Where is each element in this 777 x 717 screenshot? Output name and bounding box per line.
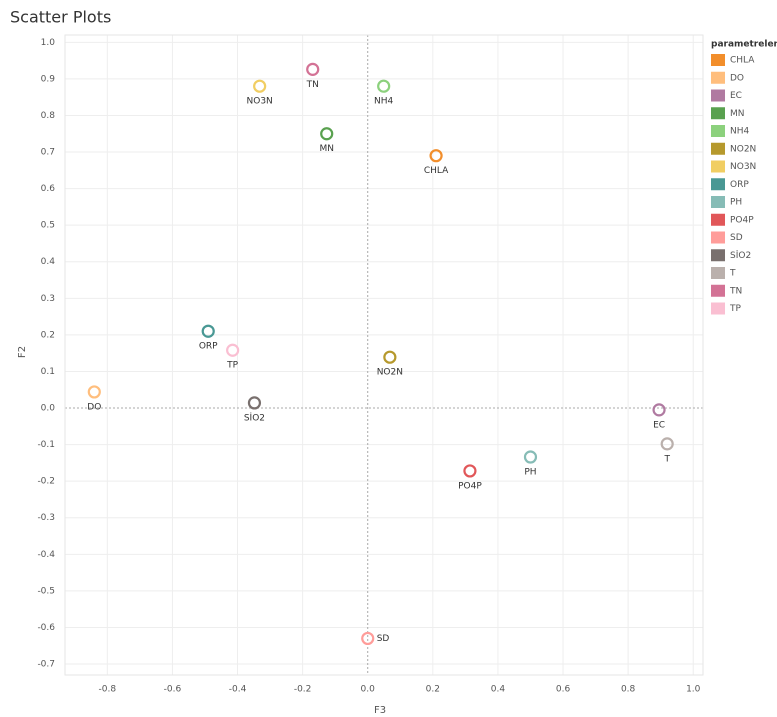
legend-label: MN — [730, 109, 745, 119]
y-tick-label: 0.3 — [41, 294, 55, 304]
y-tick-label: 0.9 — [41, 74, 56, 84]
x-tick-label: -0.4 — [229, 685, 247, 695]
point-label: MN — [319, 144, 334, 154]
y-tick-label: 0.6 — [41, 184, 56, 194]
point — [306, 62, 320, 76]
legend-swatch — [711, 71, 725, 84]
legend-label: NO3N — [730, 162, 756, 172]
x-tick-label: 0.2 — [426, 685, 440, 695]
legend-label: PO4P — [730, 215, 754, 225]
x-tick-label: -0.8 — [99, 685, 117, 695]
chart-title: Scatter Plots — [10, 8, 111, 27]
point — [383, 350, 397, 364]
legend-label: CHLA — [730, 56, 755, 66]
point-label: T — [663, 454, 670, 464]
point-label: NH4 — [374, 97, 394, 107]
y-tick-label: 0.5 — [41, 221, 55, 231]
y-tick-label: -0.4 — [37, 550, 55, 560]
legend-swatch — [711, 178, 725, 191]
x-tick-label: 0.4 — [491, 685, 506, 695]
point-label: TP — [226, 361, 238, 371]
point — [463, 464, 477, 478]
y-tick-label: -0.1 — [37, 440, 55, 450]
point-label: NO2N — [377, 368, 403, 378]
legend-label: TN — [729, 286, 742, 296]
point — [201, 324, 215, 338]
legend-title: parametreler — [711, 40, 777, 50]
point — [247, 396, 262, 410]
y-tick-label: -0.2 — [37, 477, 55, 487]
y-tick-label: 1.0 — [41, 38, 56, 48]
point-label: NO3N — [247, 97, 273, 107]
legend-label: NH4 — [730, 127, 750, 137]
point-label: PO4P — [458, 481, 482, 491]
legend-swatch — [711, 213, 725, 226]
legend-label: NO2N — [730, 144, 756, 154]
x-axis-title: F3 — [374, 705, 386, 716]
point — [361, 631, 375, 646]
point — [87, 385, 101, 399]
y-tick-label: 0.1 — [41, 367, 55, 377]
y-tick-label: -0.5 — [37, 586, 55, 596]
legend-swatch — [711, 267, 725, 279]
legend-label: ORP — [730, 180, 749, 190]
legend-swatch — [711, 89, 725, 102]
y-tick-label: -0.3 — [37, 513, 55, 523]
point — [652, 403, 666, 417]
legend-label: T — [729, 269, 736, 279]
y-tick-label: 0.4 — [41, 257, 56, 267]
legend-swatch — [711, 142, 725, 155]
point — [523, 450, 538, 464]
point — [253, 79, 267, 93]
y-tick-label: 0.8 — [41, 111, 56, 121]
point-label: PH — [524, 468, 536, 478]
plot-frame — [64, 34, 704, 676]
legend-swatch — [711, 231, 725, 244]
legend-swatch — [711, 284, 725, 297]
point-label: ORP — [199, 342, 218, 352]
point — [660, 437, 674, 451]
legend-swatch — [711, 302, 725, 315]
legend-swatch — [711, 160, 725, 173]
legend-label: EC — [730, 91, 742, 101]
point-label: SD — [377, 634, 390, 644]
x-tick-label: 1.0 — [686, 685, 701, 695]
y-axis-title: F2 — [17, 346, 28, 358]
point-label: SİO2 — [244, 412, 265, 423]
x-tick-label: 0.6 — [556, 685, 571, 695]
y-tick-label: 0.0 — [41, 404, 56, 414]
x-tick-label: 0.0 — [361, 685, 376, 695]
legend-swatch — [711, 196, 725, 208]
point-label: TN — [306, 80, 319, 90]
x-tick-label: -0.6 — [164, 685, 182, 695]
point-label: CHLA — [424, 166, 449, 176]
point — [226, 343, 240, 357]
legend-swatch — [711, 125, 725, 137]
y-tick-label: 0.7 — [41, 148, 55, 158]
x-tick-label: 0.8 — [621, 685, 636, 695]
legend-label: TP — [729, 304, 741, 314]
y-tick-label: -0.6 — [37, 623, 55, 633]
legend-label: SİO2 — [730, 250, 751, 261]
x-tick-label: -0.2 — [294, 685, 312, 695]
legend-label: SD — [730, 233, 743, 243]
legend-label: DO — [730, 73, 744, 83]
point-label: EC — [653, 420, 665, 430]
legend-swatch — [711, 54, 725, 66]
legend-swatch — [711, 249, 725, 262]
point — [320, 127, 334, 141]
point — [429, 149, 443, 163]
legend-swatch — [711, 107, 725, 120]
point — [377, 79, 391, 93]
legend-label: PH — [730, 198, 742, 208]
y-tick-label: -0.7 — [37, 660, 55, 670]
point-label: DO — [87, 402, 101, 412]
y-tick-label: 0.2 — [41, 330, 55, 340]
